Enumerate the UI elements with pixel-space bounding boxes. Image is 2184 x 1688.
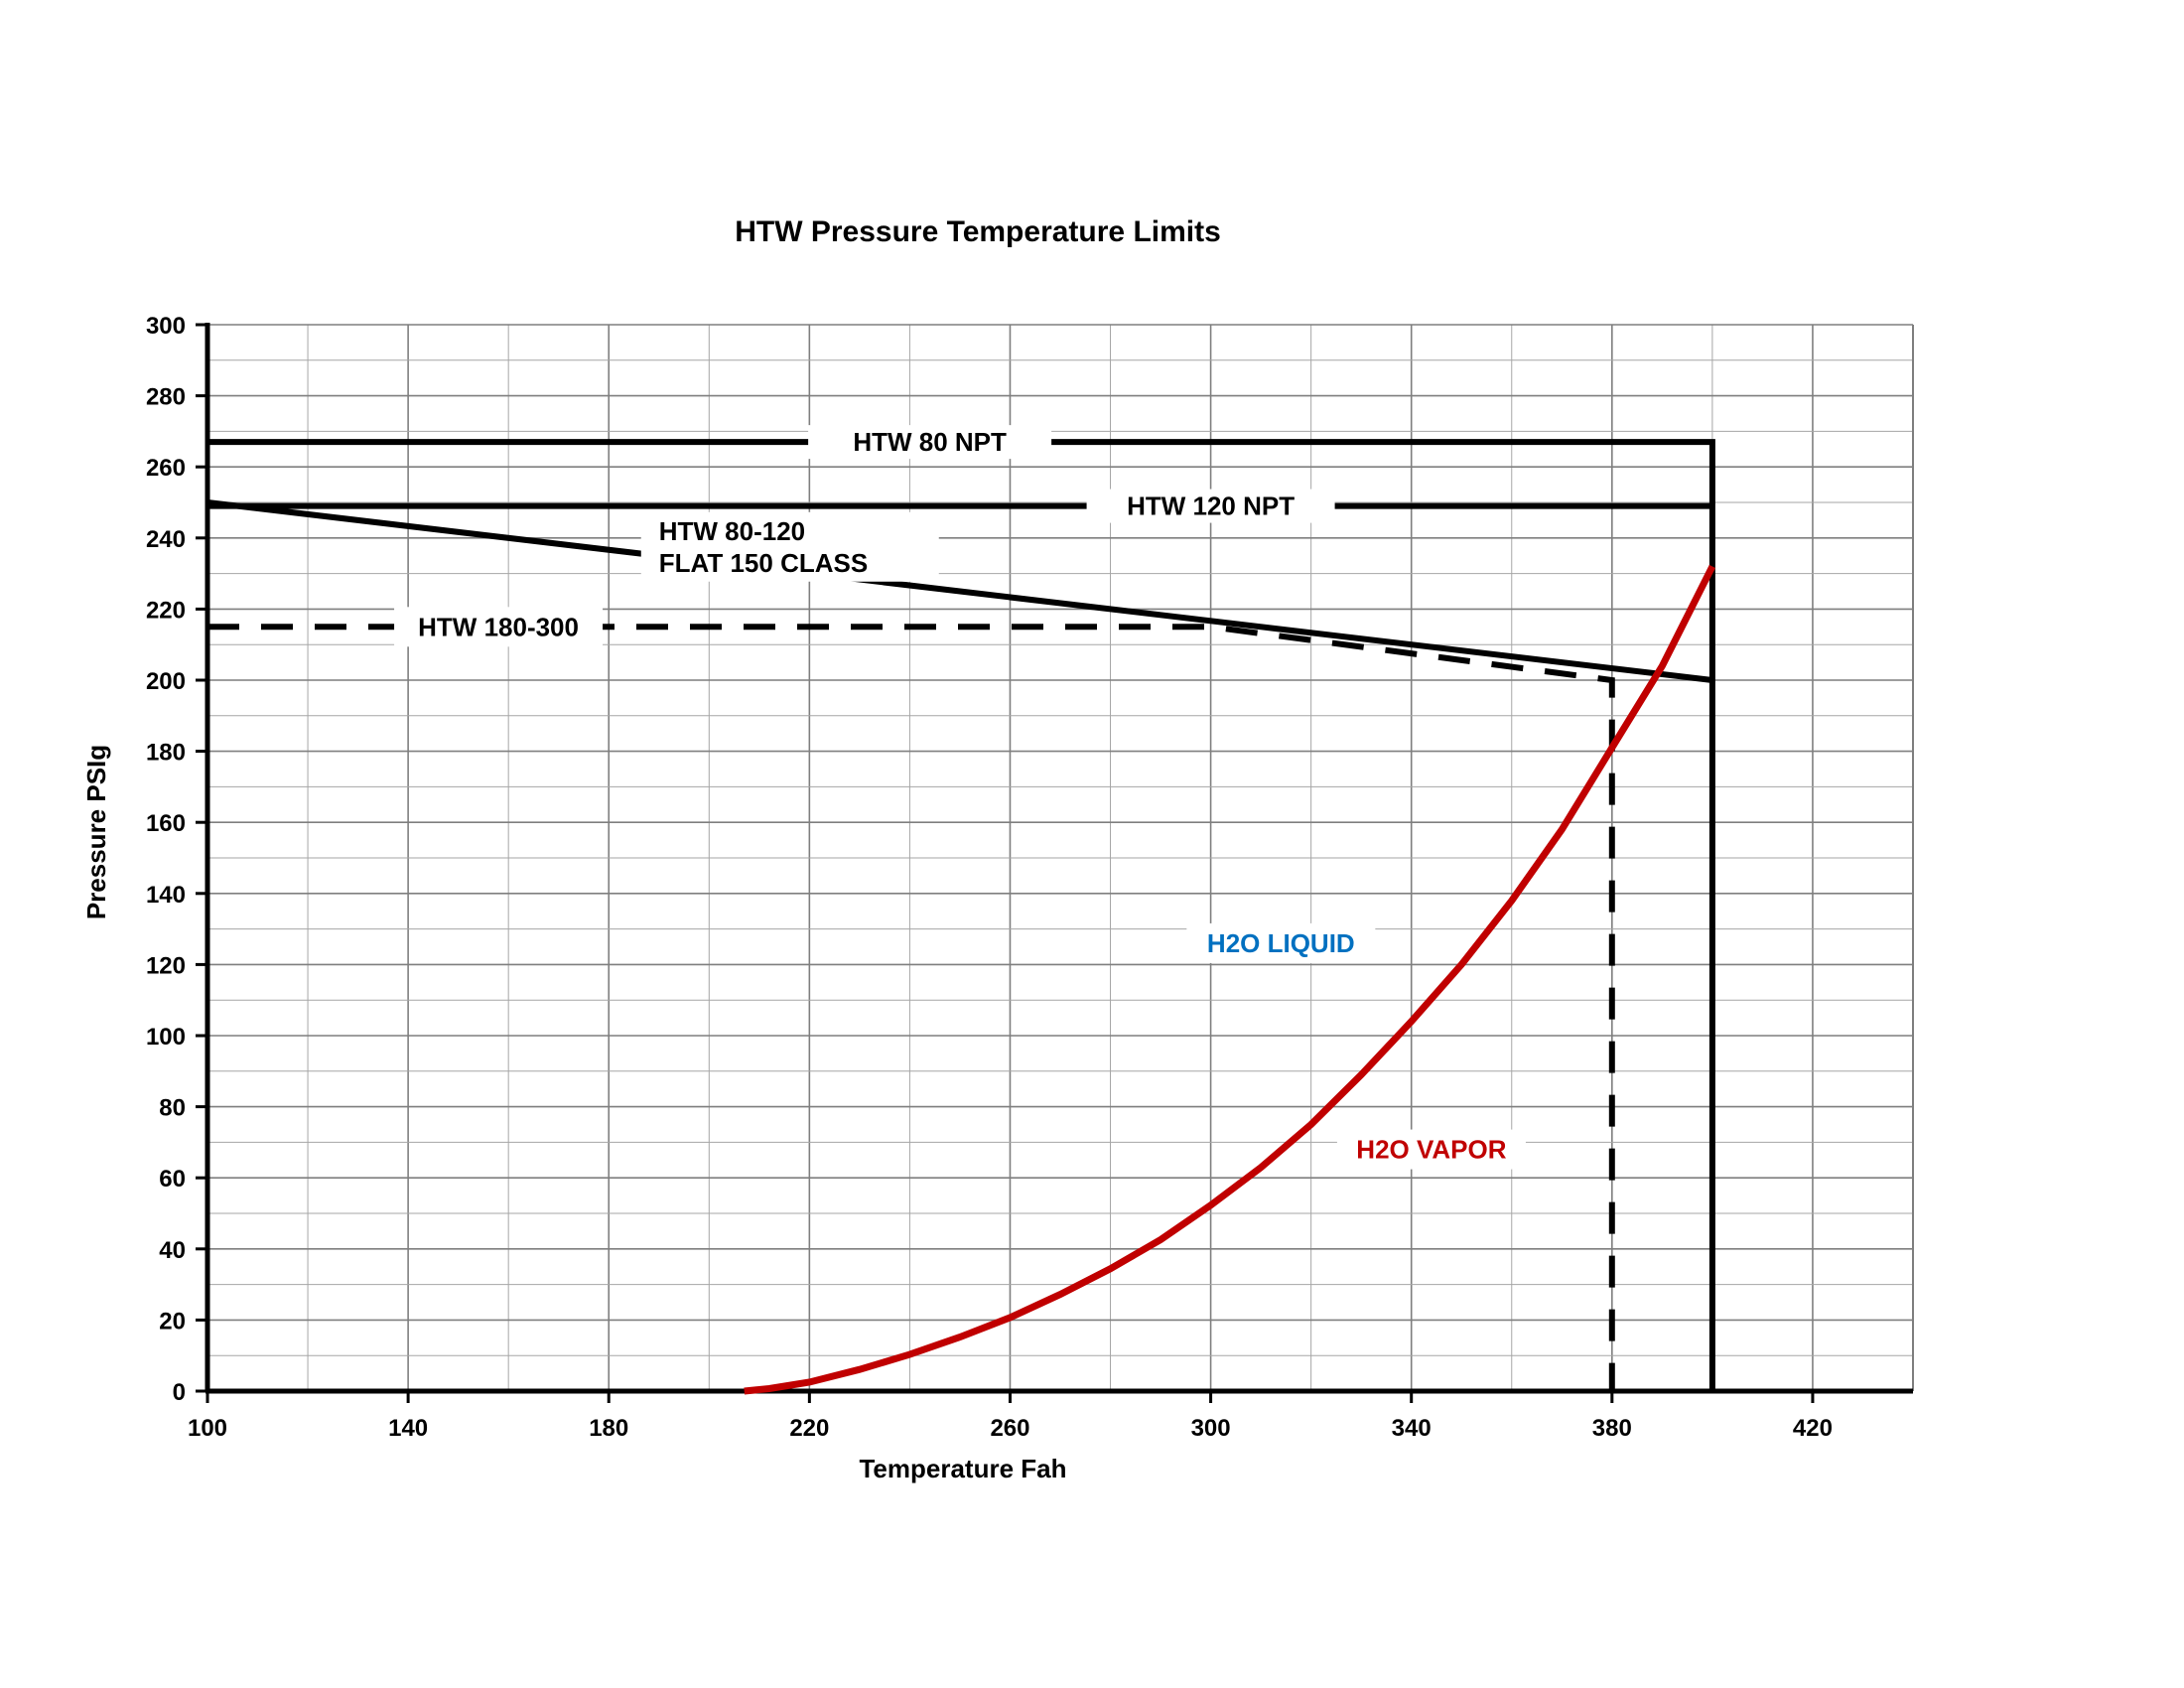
x-tick-label: 380 <box>1592 1415 1632 1442</box>
y-tick-label: 40 <box>159 1237 186 1264</box>
y-axis-label: Pressure PSIg <box>81 745 111 919</box>
series-label-htw-80-npt: HTW 80 NPT <box>853 427 1007 457</box>
annotation-h2o-vapor-bg <box>1336 1129 1526 1170</box>
series <box>206 439 1716 1395</box>
y-tick-label: 200 <box>146 668 186 695</box>
series-label-htw-180-300: HTW 180-300 <box>418 612 579 641</box>
x-tick-label: 420 <box>1793 1415 1833 1442</box>
y-tick-label: 280 <box>146 384 186 411</box>
y-tick-label: 20 <box>159 1308 186 1335</box>
series-label-htw-120-npt: HTW 120 NPT <box>1127 492 1295 521</box>
x-tick-label: 260 <box>990 1415 1029 1442</box>
series-label-htw-80-120-flat: HTW 80-120 <box>659 516 805 546</box>
x-tick-label: 300 <box>1191 1415 1231 1442</box>
grid <box>207 324 1914 1391</box>
series-label-htw-80-npt-bg <box>808 425 1052 460</box>
y-tick-label: 160 <box>146 810 186 837</box>
chart-title: HTW Pressure Temperature Limits <box>735 215 1221 248</box>
y-tick-label: 240 <box>146 526 186 553</box>
series-label-htw-180-300-bg <box>394 607 604 647</box>
y-tick-label: 80 <box>159 1095 186 1122</box>
y-tick-label: 100 <box>146 1024 186 1051</box>
y-tick-label: 300 <box>146 313 186 340</box>
y-tick-label: 0 <box>173 1379 186 1406</box>
series-label-htw-80-120-flat-bg <box>640 511 939 582</box>
x-tick-label: 180 <box>589 1415 628 1442</box>
series-label-htw-80-120-flat: FLAT 150 CLASS <box>659 548 868 578</box>
x-tick-label: 340 <box>1392 1415 1432 1442</box>
y-tick-label: 140 <box>146 882 186 909</box>
x-tick-label: 140 <box>388 1415 428 1442</box>
y-tick-label: 180 <box>146 740 186 767</box>
annotation-h2o-liquid-bg <box>1186 922 1376 963</box>
y-tick-label: 120 <box>146 952 186 979</box>
series-line <box>207 439 1715 1391</box>
x-axis-label: Temperature Fah <box>859 1454 1066 1483</box>
annotation-h2o-liquid: H2O LIQUID <box>1207 928 1355 958</box>
axes <box>196 323 1913 1403</box>
x-tick-label: 220 <box>789 1415 829 1442</box>
series-line <box>207 624 1615 1391</box>
y-tick-label: 220 <box>146 597 186 624</box>
annotation-h2o-vapor: H2O VAPOR <box>1356 1135 1506 1165</box>
series-line <box>744 564 1716 1395</box>
y-tick-label: 60 <box>159 1166 186 1193</box>
y-tick-label: 260 <box>146 455 186 482</box>
series-line <box>206 499 1713 683</box>
series-label-htw-120-npt-bg <box>1086 489 1335 523</box>
tick-labels: 100 140 180 220 260 300 340 380 420 0 20 40 60 80 100 1… <box>146 313 1833 1442</box>
x-tick-label: 100 <box>188 1415 227 1442</box>
